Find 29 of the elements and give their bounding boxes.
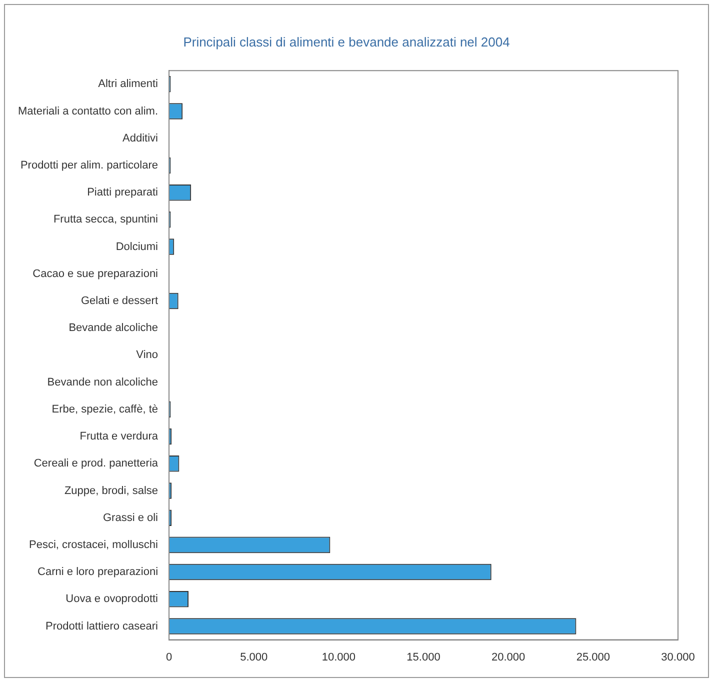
x-tick-label: 20.000 <box>492 651 526 664</box>
y-tick-label: Erbe, spezie, caffè, tè <box>52 403 158 416</box>
y-tick-label: Piatti preparati <box>87 186 158 199</box>
y-tick-label: Cereali e prod. panetteria <box>34 458 159 470</box>
y-tick-label: Grassi e oli <box>102 512 158 524</box>
chart-title: Principali classi di alimenti e bevande analizzati nel 2004 <box>183 34 510 50</box>
y-tick-label: Cacao e sue preparazioni <box>32 268 158 280</box>
y-tick-label: Carni e loro preparazioni <box>38 566 158 578</box>
y-tick-label: Prodotti per alim. particolare <box>20 160 158 172</box>
y-tick-label: Altri alimenti <box>98 78 158 90</box>
x-tick-label: 15.000 <box>406 651 440 664</box>
y-tick-label: Vino <box>136 349 158 362</box>
y-tick-label: Frutta e verdura <box>80 430 159 443</box>
y-tick-label: Bevande alcoliche <box>68 322 158 334</box>
y-tick-label: Frutta secca, spuntini <box>53 214 158 226</box>
y-tick-label: Pesci, crostacei, molluschi <box>29 538 158 551</box>
y-tick-label: Additivi <box>122 132 158 144</box>
y-tick-label: Materiali a contatto con alim. <box>18 105 158 118</box>
x-tick-label: 5.000 <box>240 651 268 664</box>
x-tick-label: 10.000 <box>322 651 356 664</box>
y-tick-label: Dolciumi <box>116 240 158 253</box>
x-tick-label: 30.000 <box>661 651 695 664</box>
y-tick-label: Gelati e dessert <box>80 295 158 308</box>
y-tick-label: Prodotti lattiero caseari <box>46 620 158 632</box>
x-tick-label: 0 <box>166 651 172 664</box>
y-tick-label: Uova e ovoprodotti <box>66 593 158 606</box>
y-tick-label: Zuppe, brodi, salse <box>64 484 158 497</box>
x-tick-label: 25.000 <box>576 651 610 664</box>
y-tick-label: Bevande non alcoliche <box>47 376 158 388</box>
